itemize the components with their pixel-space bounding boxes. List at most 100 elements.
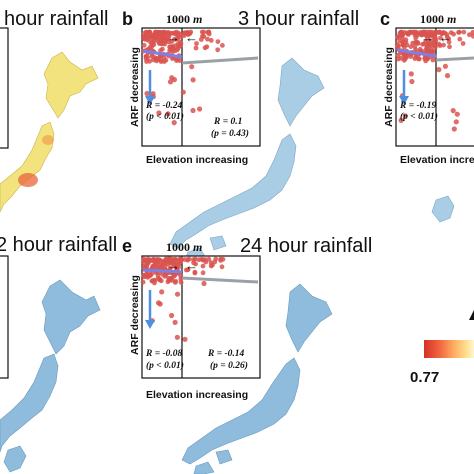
scatter-point [200, 270, 206, 276]
scatter-point [172, 262, 178, 268]
panel-a-hotspot [18, 173, 38, 187]
scatter-point [163, 57, 169, 63]
panel-e-ylabel-arrowhead-icon [145, 320, 155, 329]
scatter-point [156, 300, 162, 306]
scatter-point [446, 36, 452, 42]
colorbar: 0.77 [410, 310, 474, 386]
panel-c-p-left: (p < 0.01) [400, 111, 438, 122]
scatter-point [438, 35, 443, 41]
panel-b-arrow-left-icon: ← [185, 30, 198, 45]
scatter-point [156, 110, 162, 116]
panel-b-xlabel: Elevation increasing [146, 154, 248, 166]
panel-e-xlabel: Elevation increasing [146, 389, 248, 401]
scatter-point [154, 262, 160, 267]
scatter-point [175, 57, 181, 62]
scatter-point [185, 267, 191, 273]
scatter-point [199, 29, 205, 35]
scatter-point [444, 73, 451, 79]
scatter-point [141, 42, 147, 48]
scatter-point [416, 56, 421, 62]
scatter-point [174, 291, 181, 297]
scatter-point [413, 35, 419, 41]
panel-e-arrow-left-icon: ← [185, 258, 198, 273]
scatter-point [171, 120, 177, 126]
scatter-point [150, 40, 155, 45]
scatter-point [420, 41, 425, 47]
scatter-point [200, 263, 206, 269]
panel-c-ylabel-arrowhead-icon [399, 96, 409, 105]
scatter-point [193, 45, 199, 51]
scatter-point [197, 106, 203, 112]
panel-c-fit-right [435, 56, 474, 62]
scatter-point [178, 43, 183, 48]
colorbar-arrow-icon [469, 310, 474, 320]
panel-b-p-left: (p < 0.01) [146, 111, 184, 122]
scatter-point [165, 111, 171, 117]
panel-c-threshold-label: 1000 m [420, 12, 456, 26]
panel-c-fit-left [396, 48, 437, 58]
scatter-point [456, 30, 461, 35]
scatter-point [173, 29, 179, 35]
scatter-point [176, 262, 182, 267]
scatter-point [451, 126, 457, 132]
scatter-point [140, 279, 146, 285]
panel-b-japan-map [169, 57, 325, 279]
scatter-point [169, 75, 175, 81]
panel-b: b 3 hour rainfall 1000 m → ← ARF decreas… [122, 8, 359, 279]
panel-b-p-right: (p = 0.43) [211, 128, 249, 139]
scatter-point [470, 29, 474, 35]
scatter-point [205, 29, 211, 35]
panel-e-p-right: (p = 0.26) [210, 360, 248, 371]
scatter-point [178, 257, 184, 262]
scatter-point [150, 264, 156, 269]
panel-b-threshold-label: 1000 m [166, 12, 202, 26]
panel-c-xlabel: Elevation increas [400, 154, 474, 166]
scatter-point [144, 30, 149, 36]
panel-b-ylabel-arrowhead-icon [145, 96, 155, 105]
scatter-point [142, 35, 148, 40]
scatter-point [167, 31, 172, 37]
colorbar-min-label: 0.77 [410, 369, 439, 386]
panel-c-r-left: R = -0.19 [399, 101, 437, 111]
panel-e-r-right: R = -0.14 [207, 349, 245, 359]
scatter-point [412, 44, 418, 50]
colorbar-gradient [424, 340, 474, 358]
scatter-point [189, 64, 195, 70]
scatter-point [172, 48, 178, 54]
scatter-point [162, 32, 168, 37]
scatter-point [144, 90, 150, 97]
scatter-point [395, 56, 401, 62]
scatter-point [151, 278, 157, 283]
scatter-point [425, 41, 431, 46]
scatter-point [182, 257, 188, 262]
scatter-point [219, 264, 225, 270]
scatter-point [215, 47, 221, 53]
panel-b-points [140, 29, 225, 126]
scatter-point [170, 56, 175, 61]
scatter-point [409, 78, 415, 85]
scatter-point [169, 312, 175, 319]
scatter-point [173, 278, 179, 284]
scatter-point [218, 258, 224, 263]
scatter-point [208, 38, 214, 43]
scatter-point [152, 257, 157, 263]
scatter-point [422, 29, 428, 35]
scatter-point [141, 261, 147, 266]
scatter-point [200, 33, 205, 39]
scatter-point [441, 30, 446, 35]
scatter-point [178, 280, 184, 285]
scatter-point [417, 31, 422, 37]
scatter-point [208, 263, 214, 269]
panel-c-letter: c [380, 9, 390, 29]
scatter-point [206, 256, 212, 262]
panel-a-japan-map [0, 51, 99, 213]
panel-c-arrow-right-icon: → [421, 30, 434, 45]
panel-d-frame [0, 255, 9, 379]
scatter-point [190, 107, 196, 114]
scatter-point [430, 40, 436, 46]
scatter-point [424, 36, 430, 42]
scatter-point [467, 32, 472, 38]
scatter-point [460, 41, 466, 46]
scatter-point [454, 111, 460, 117]
panel-c-arrow-left-icon: ← [439, 30, 452, 45]
